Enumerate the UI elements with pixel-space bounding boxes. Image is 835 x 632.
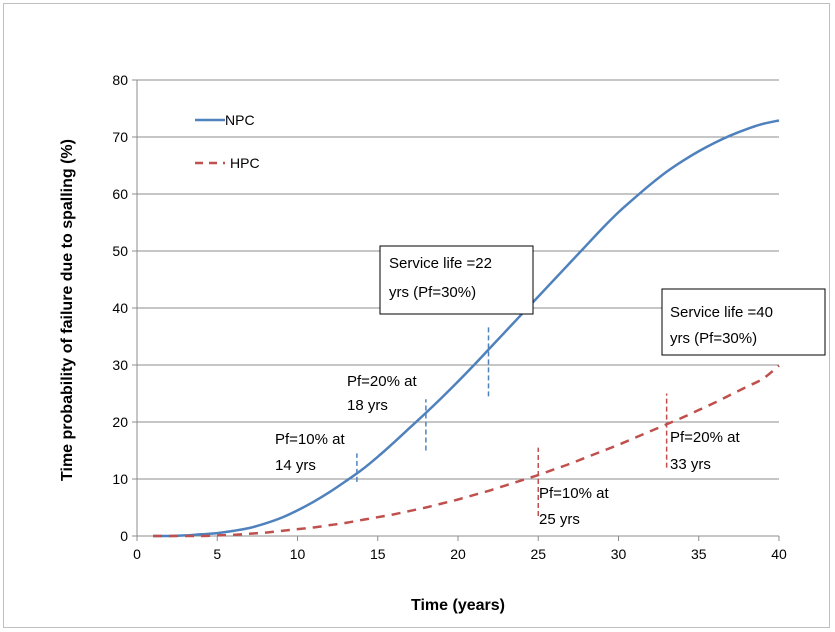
npc-pf20-line2: 18 yrs bbox=[347, 397, 388, 414]
hpc-pf10-line2: 25 yrs bbox=[539, 511, 580, 528]
tick-labels: 0 10 20 30 40 50 60 70 80 0 5 10 15 20 25 30 35 40 bbox=[112, 72, 787, 562]
x-tick-label-15: 15 bbox=[370, 546, 386, 562]
service-life-npc-box: Service life =22 yrs (Pf=30%) bbox=[379, 245, 534, 315]
npc-pf10-line1: Pf=10% at bbox=[275, 431, 345, 448]
series-line-npc bbox=[153, 119, 780, 538]
x-tick-label-10: 10 bbox=[290, 546, 306, 562]
x-tick-label-20: 20 bbox=[450, 546, 466, 562]
y-tick-label-60: 60 bbox=[112, 186, 128, 202]
y-tick-label-70: 70 bbox=[112, 129, 128, 145]
x-axis-title: Time (years) bbox=[411, 597, 505, 614]
service-life-npc-line2: yrs (Pf=30%) bbox=[389, 284, 476, 301]
y-tick-label-80: 80 bbox=[112, 72, 128, 88]
legend-hpc-label: HPC bbox=[230, 155, 260, 171]
threshold-markers bbox=[356, 325, 668, 517]
service-life-hpc-line2: yrs (Pf=30%) bbox=[670, 330, 757, 347]
service-life-hpc-line1: Service life =40 bbox=[670, 304, 773, 321]
series-lines bbox=[153, 119, 780, 538]
series-line-hpc bbox=[153, 364, 780, 538]
npc-pf20-line1: Pf=20% at bbox=[347, 373, 417, 390]
y-tick-label-20: 20 bbox=[112, 414, 128, 430]
x-tick-label-40: 40 bbox=[771, 546, 787, 562]
service-life-hpc-box: Service life =40 yrs (Pf=30%) bbox=[661, 288, 826, 356]
y-tick-label-40: 40 bbox=[112, 300, 128, 316]
legend: NPC HPC bbox=[195, 112, 260, 171]
y-tick-label-50: 50 bbox=[112, 243, 128, 259]
hpc-pf10-line1: Pf=10% at bbox=[539, 485, 609, 502]
npc-pf10-line2: 14 yrs bbox=[275, 457, 316, 474]
x-tick-label-0: 0 bbox=[133, 546, 141, 562]
y-tick-label-30: 30 bbox=[112, 357, 128, 373]
x-tick-label-25: 25 bbox=[530, 546, 546, 562]
axes bbox=[132, 79, 780, 541]
x-tick-label-5: 5 bbox=[213, 546, 221, 562]
hpc-pf20-line2: 33 yrs bbox=[670, 456, 711, 473]
hpc-pf20-line1: Pf=20% at bbox=[670, 429, 740, 446]
legend-npc-label: NPC bbox=[225, 112, 255, 128]
y-tick-label-10: 10 bbox=[112, 471, 128, 487]
service-life-npc-line1: Service life =22 bbox=[389, 255, 492, 272]
x-tick-label-30: 30 bbox=[611, 546, 627, 562]
x-tick-label-35: 35 bbox=[691, 546, 707, 562]
y-axis-title: Time probability of failure due to spall… bbox=[59, 139, 76, 481]
y-tick-label-0: 0 bbox=[120, 528, 128, 544]
